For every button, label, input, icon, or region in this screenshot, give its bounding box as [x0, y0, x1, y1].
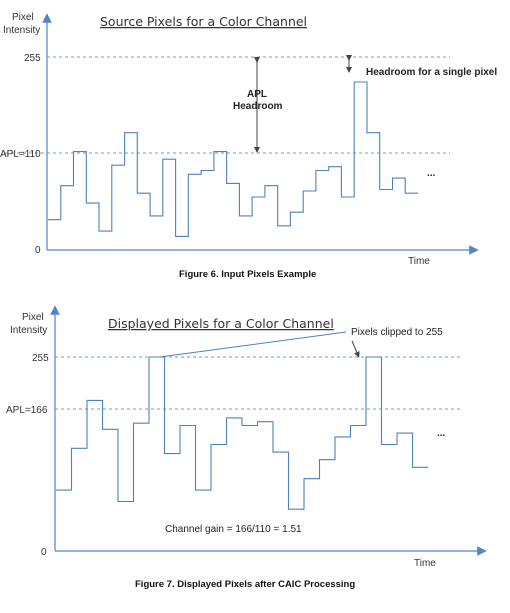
figure-7: Pixel Intensity Displayed Pixels for a C…: [6, 305, 487, 590]
fig7-ylabel-line2: Intensity: [10, 325, 47, 336]
fig6-xlabel: Time: [408, 256, 430, 267]
fig7-signal-trace: [56, 356, 428, 510]
fig6-ylabel-line2: Intensity: [3, 25, 40, 36]
fig6-ellipsis: ...: [427, 168, 436, 179]
fig7-tick-255: 255: [32, 353, 49, 364]
fig6-title: Source Pixels for a Color Channel: [100, 14, 307, 29]
fig6-tick-apl: APL=110: [0, 149, 41, 160]
fig6-tick-255: 255: [24, 53, 41, 64]
fig6-headroom-label: Headroom for a single pixel: [366, 67, 497, 78]
fig7-clipped-label: Pixels clipped to 255: [351, 327, 443, 338]
fig7-clipped-pointer-1: [159, 331, 347, 358]
fig7-title: Displayed Pixels for a Color Channel: [108, 316, 334, 331]
figure-6: Pixel Intensity Source Pixels for a Colo…: [0, 12, 497, 280]
fig7-ellipsis: ...: [437, 428, 446, 439]
fig6-caption: Figure 6. Input Pixels Example: [179, 269, 316, 280]
fig7-tick-0: 0: [41, 547, 47, 558]
fig7-caption: Figure 7. Displayed Pixels after CAIC Pr…: [135, 579, 355, 590]
fig7-clipped-pointer-2: [351, 340, 360, 358]
fig7-xlabel: Time: [414, 558, 436, 569]
fig7-gain-label: Channel gain = 166/110 = 1.51: [165, 524, 302, 535]
fig6-signal-trace: [48, 81, 418, 237]
fig6-apl-label-line1: APL: [247, 89, 267, 100]
fig6-tick-0: 0: [35, 245, 41, 256]
fig6-ylabel-line1: Pixel: [12, 12, 34, 23]
fig6-apl-label-line2: Headroom: [233, 101, 283, 112]
fig7-ylabel-line1: Pixel: [22, 312, 44, 323]
fig7-tick-apl: APL=166: [6, 405, 48, 416]
